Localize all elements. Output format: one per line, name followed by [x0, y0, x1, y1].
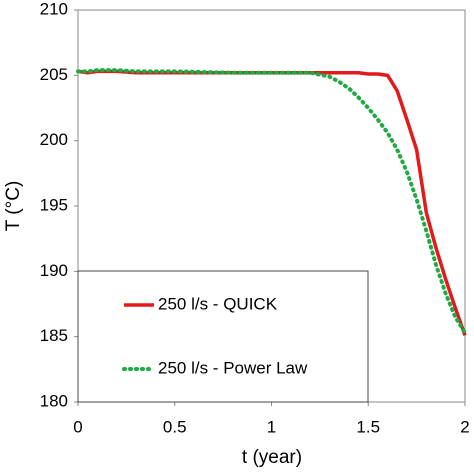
legend-box	[77, 270, 369, 403]
y-tick-label: 190	[40, 261, 68, 280]
x-tick-label: 1.5	[356, 417, 380, 436]
y-tick-label: 210	[40, 0, 68, 18]
x-tick-label: 0	[73, 417, 82, 436]
y-axis-label: T (°C)	[3, 181, 24, 232]
y-tick-label: 195	[40, 195, 68, 214]
series-line	[76, 68, 467, 335]
x-tick-label: 0.5	[163, 417, 187, 436]
legend-label: 250 l/s - QUICK	[158, 294, 278, 313]
y-tick-label: 180	[40, 391, 68, 410]
x-tick-label: 2	[460, 417, 469, 436]
y-tick-label: 205	[40, 65, 68, 84]
x-axis-label: t (year)	[242, 447, 302, 468]
y-tick-label: 200	[40, 130, 68, 149]
x-tick-label: 1	[267, 417, 276, 436]
y-tick-label: 185	[40, 326, 68, 345]
legend-label: 250 l/s - Power Law	[158, 358, 308, 377]
